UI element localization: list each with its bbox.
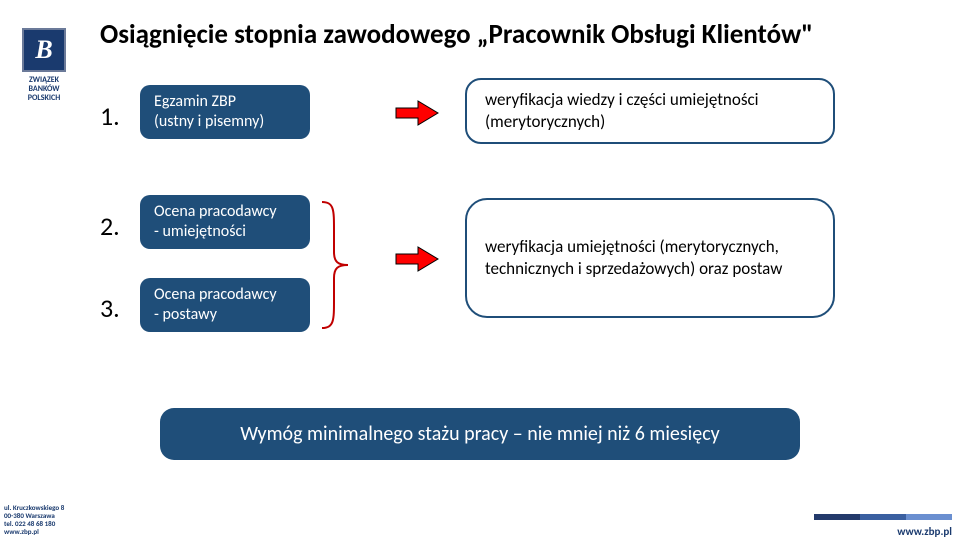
outcome-knowledge: weryfikacja wiedzy i części umiejętności… bbox=[465, 78, 835, 144]
box-exam-text: Egzamin ZBP (ustny i pisemny) bbox=[154, 92, 264, 132]
org-logo-block: B ZWIĄZEK BANKÓW POLSKICH bbox=[14, 28, 74, 102]
list-number-2: 2. bbox=[100, 210, 120, 242]
page-title: Osiągnięcie stopnia zawodowego „Pracowni… bbox=[100, 18, 813, 51]
box-employer-attitudes: Ocena pracodawcy - postawy bbox=[140, 278, 310, 332]
list-number-3: 3. bbox=[100, 292, 120, 324]
footer-address: ul. Kruczkowskiego 8 00-380 Warszawa tel… bbox=[4, 504, 64, 536]
logo-caption: ZWIĄZEK BANKÓW POLSKICH bbox=[14, 76, 74, 102]
footer-bars-icon bbox=[814, 514, 952, 520]
list-number-1: 1. bbox=[100, 100, 120, 132]
box-exam: Egzamin ZBP (ustny i pisemny) bbox=[140, 85, 310, 139]
outcome-skills-text: weryfikacja umiejętności (merytorycznych… bbox=[485, 236, 815, 280]
footer-line-4: www.zbp.pl bbox=[4, 528, 64, 536]
requirement-text: Wymóg minimalnego stażu pracy – nie mnie… bbox=[240, 422, 720, 446]
logo-icon: B bbox=[22, 28, 66, 72]
curly-brace-icon bbox=[318, 200, 352, 330]
box-employer-skills-text: Ocena pracodawcy - umiejętności bbox=[154, 202, 277, 242]
arrow-icon bbox=[394, 244, 440, 274]
outcome-knowledge-text: weryfikacja wiedzy i części umiejętności… bbox=[485, 89, 815, 133]
box-employer-attitudes-text: Ocena pracodawcy - postawy bbox=[154, 285, 277, 325]
requirement-ribbon: Wymóg minimalnego stażu pracy – nie mnie… bbox=[160, 408, 800, 460]
outcome-skills: weryfikacja umiejętności (merytorycznych… bbox=[465, 198, 835, 318]
arrow-icon bbox=[394, 98, 440, 128]
box-employer-skills: Ocena pracodawcy - umiejętności bbox=[140, 195, 310, 249]
slide: B ZWIĄZEK BANKÓW POLSKICH Osiągnięcie st… bbox=[0, 0, 960, 542]
footer-url: www.zbp.pl bbox=[897, 525, 952, 538]
logo-letter: B bbox=[35, 35, 52, 65]
logo-caption-3: POLSKICH bbox=[14, 94, 74, 103]
